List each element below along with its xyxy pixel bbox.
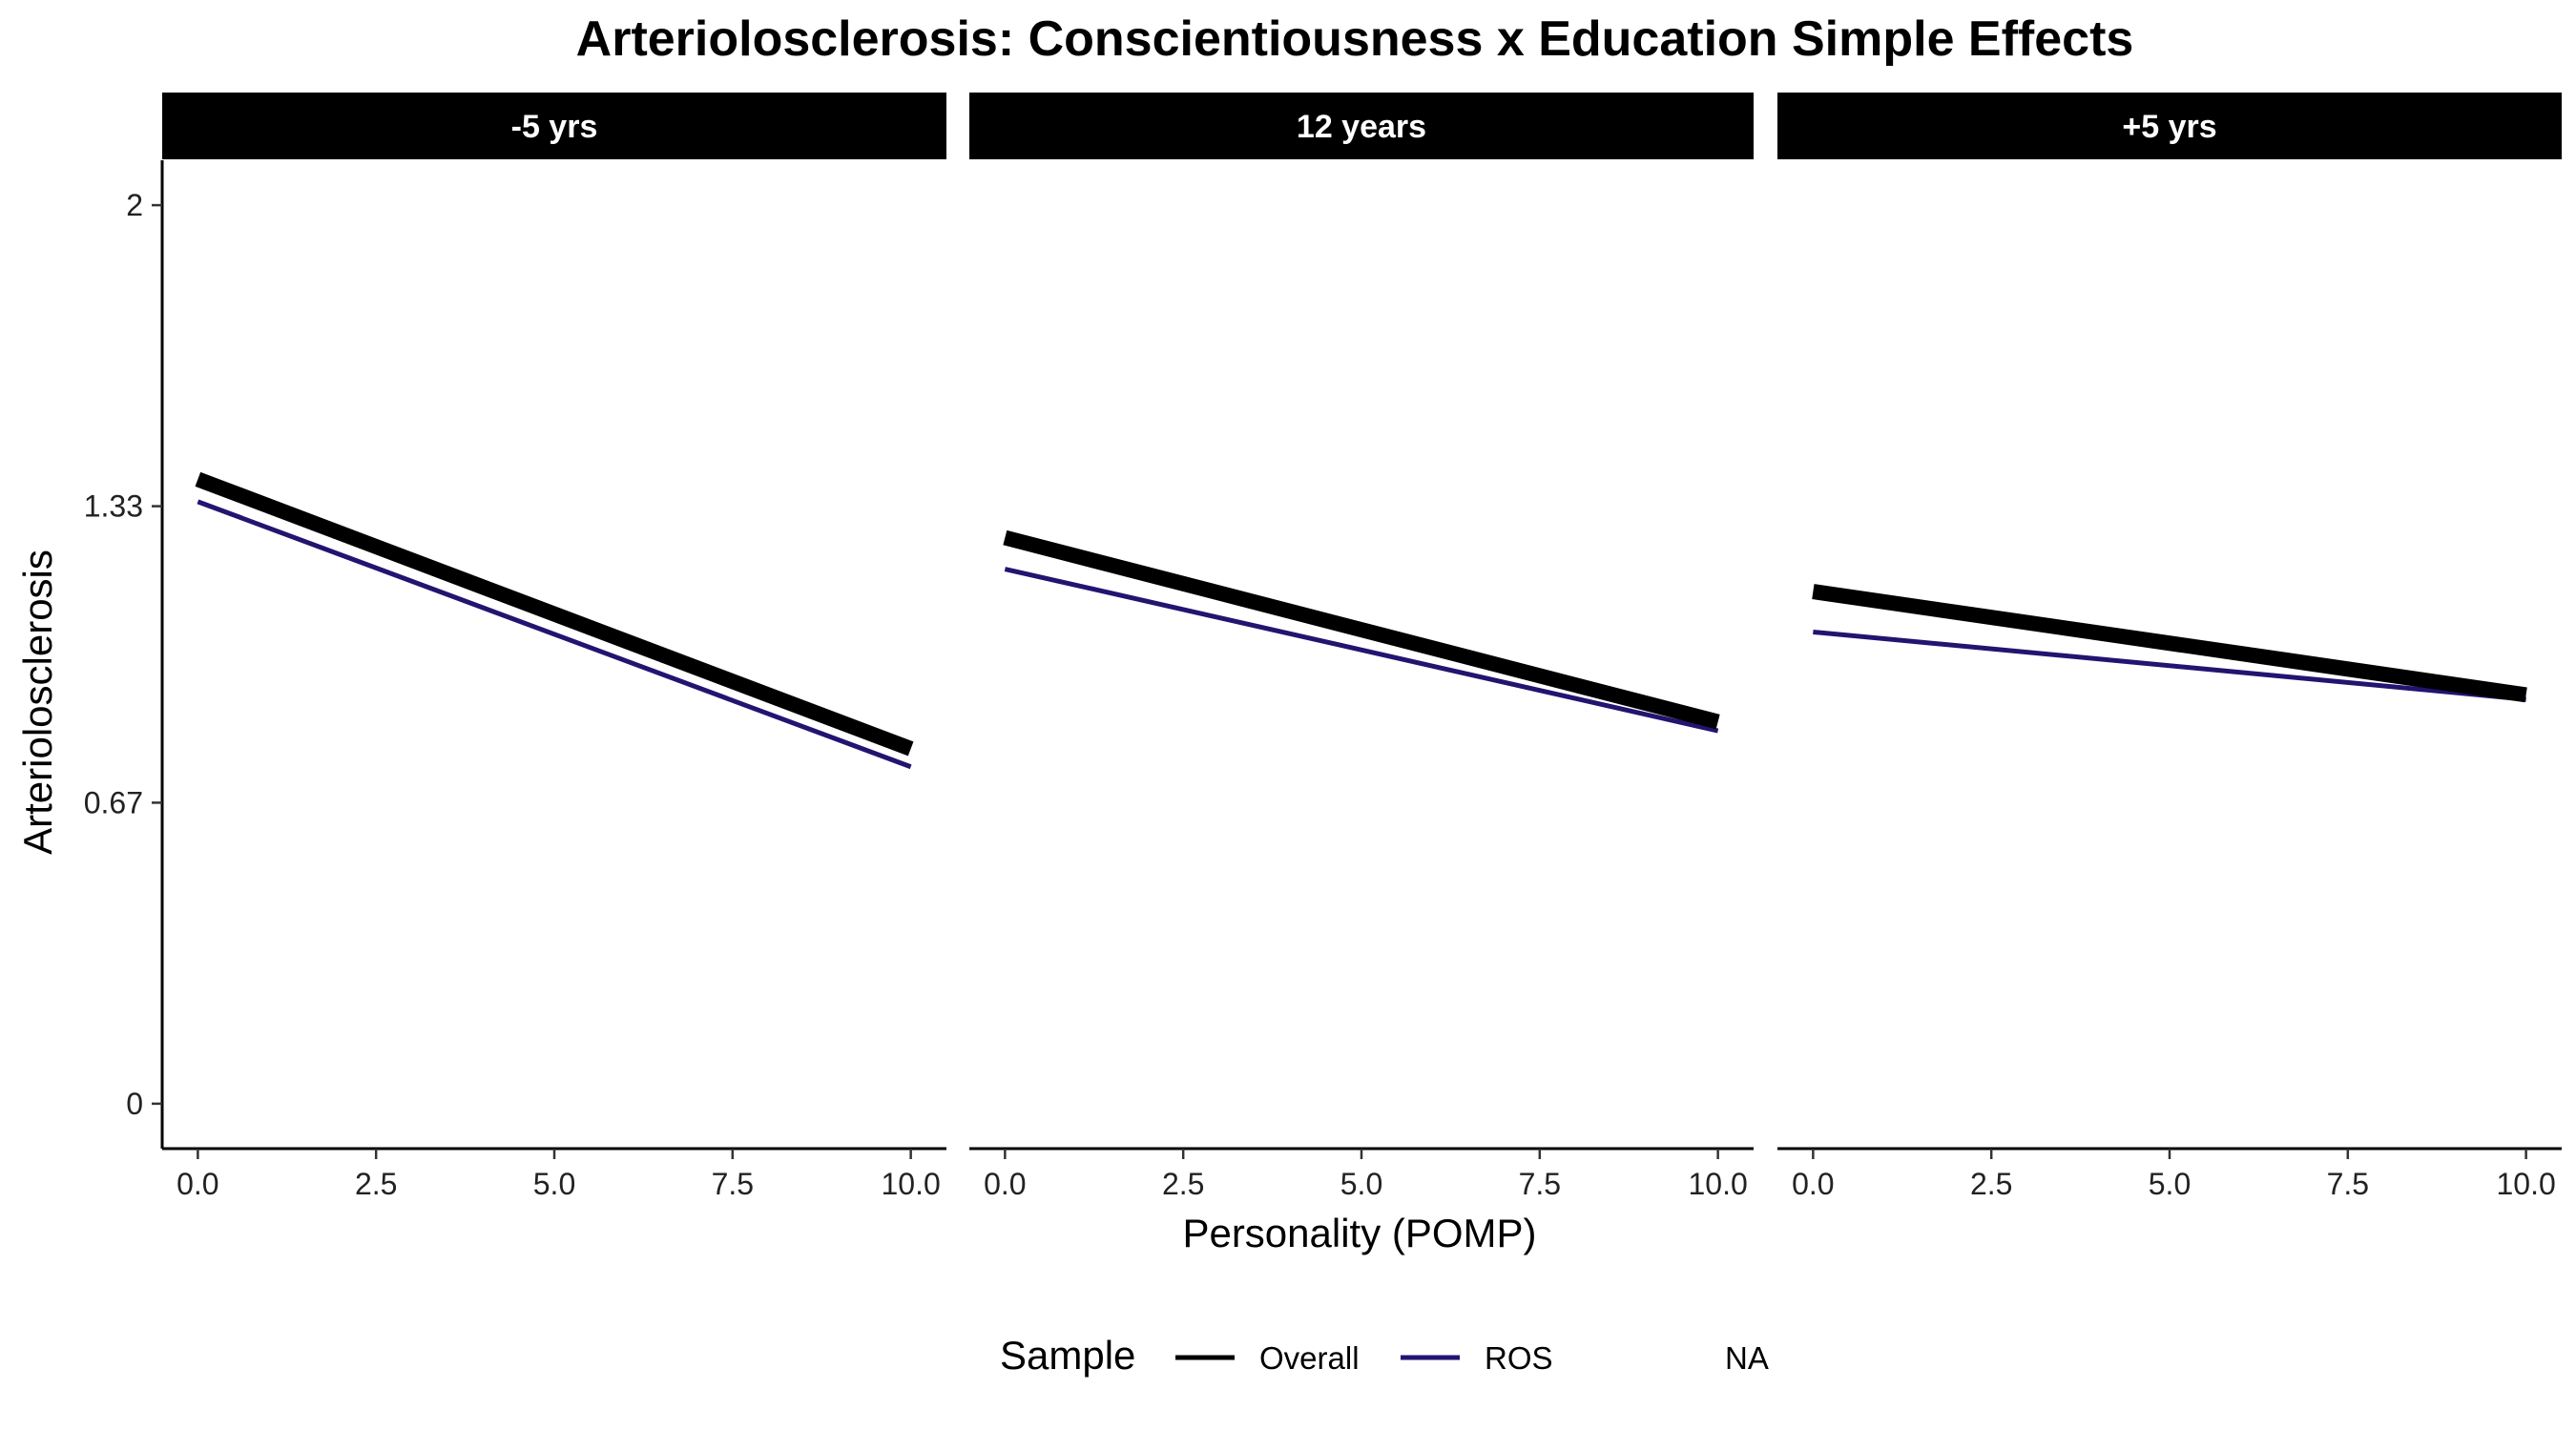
series-line-overall bbox=[1812, 584, 2527, 703]
y-tick-label: 1.33 bbox=[84, 489, 143, 524]
x-tick-label: 2.5 bbox=[1162, 1167, 1204, 1201]
facet-strip-label: +5 yrs bbox=[2122, 109, 2216, 145]
facet-panel-2: 12 years 0.0 2.5 5.0 7.5 10.0 bbox=[969, 93, 1754, 1201]
x-tick-label: 7.5 bbox=[712, 1167, 754, 1201]
x-tick-label: 0.0 bbox=[177, 1167, 218, 1201]
x-tick-label: 5.0 bbox=[1340, 1167, 1382, 1201]
series-line-overall bbox=[195, 471, 914, 757]
facet-strip bbox=[1777, 93, 2562, 159]
x-tick-label: 10.0 bbox=[881, 1167, 940, 1201]
series-line-ros bbox=[1004, 567, 1719, 734]
facet-strip-label: 12 years bbox=[1297, 109, 1426, 145]
legend-label: ROS bbox=[1485, 1340, 1553, 1376]
x-axis-title: Personality (POMP) bbox=[1182, 1211, 1536, 1255]
x-tick-label: 5.0 bbox=[533, 1167, 575, 1201]
legend-entry-ros: ROS bbox=[1401, 1340, 1553, 1376]
legend-entry-na: NA bbox=[1725, 1340, 1769, 1376]
y-tick-label: 2 bbox=[126, 188, 143, 222]
series-line-ros bbox=[197, 499, 912, 770]
series-line-ros bbox=[1813, 629, 2526, 702]
legend-label: NA bbox=[1725, 1340, 1769, 1376]
x-tick-label: 2.5 bbox=[355, 1167, 397, 1201]
facet-strip bbox=[162, 93, 946, 159]
y-axis-title: Arteriolosclerosis bbox=[15, 550, 60, 855]
x-tick-label: 0.0 bbox=[1792, 1167, 1834, 1201]
panels: -5 yrs 0.0 2.5 5.0 7.5 10.0 0 0.67 1.33 2 12 years… bbox=[84, 93, 2562, 1201]
facet-strip-label: -5 yrs bbox=[511, 109, 598, 145]
legend-entry-overall: Overall bbox=[1175, 1340, 1360, 1376]
facet-panel-1: -5 yrs 0.0 2.5 5.0 7.5 10.0 0 0.67 1.33 2 bbox=[84, 93, 946, 1201]
y-tick-label: 0 bbox=[126, 1087, 143, 1121]
legend-title: Sample bbox=[1000, 1333, 1135, 1378]
chart-title: Arteriolosclerosis: Conscientiousness x … bbox=[576, 11, 2134, 67]
y-tick-label: 0.67 bbox=[84, 785, 143, 819]
x-tick-label: 10.0 bbox=[2496, 1167, 2555, 1201]
legend: Sample Overall ROS NA bbox=[1000, 1333, 1769, 1378]
x-tick-label: 7.5 bbox=[1519, 1167, 1561, 1201]
x-tick-label: 2.5 bbox=[1970, 1167, 2012, 1201]
x-tick-label: 5.0 bbox=[2149, 1167, 2191, 1201]
x-tick-label: 7.5 bbox=[2327, 1167, 2369, 1201]
facet-strip bbox=[969, 93, 1754, 159]
facet-panel-3: +5 yrs 0.0 2.5 5.0 7.5 10.0 bbox=[1777, 93, 2562, 1201]
x-tick-label: 10.0 bbox=[1688, 1167, 1747, 1201]
legend-label: Overall bbox=[1259, 1340, 1360, 1376]
x-tick-label: 0.0 bbox=[984, 1167, 1026, 1201]
series-line-overall bbox=[1003, 529, 1720, 730]
